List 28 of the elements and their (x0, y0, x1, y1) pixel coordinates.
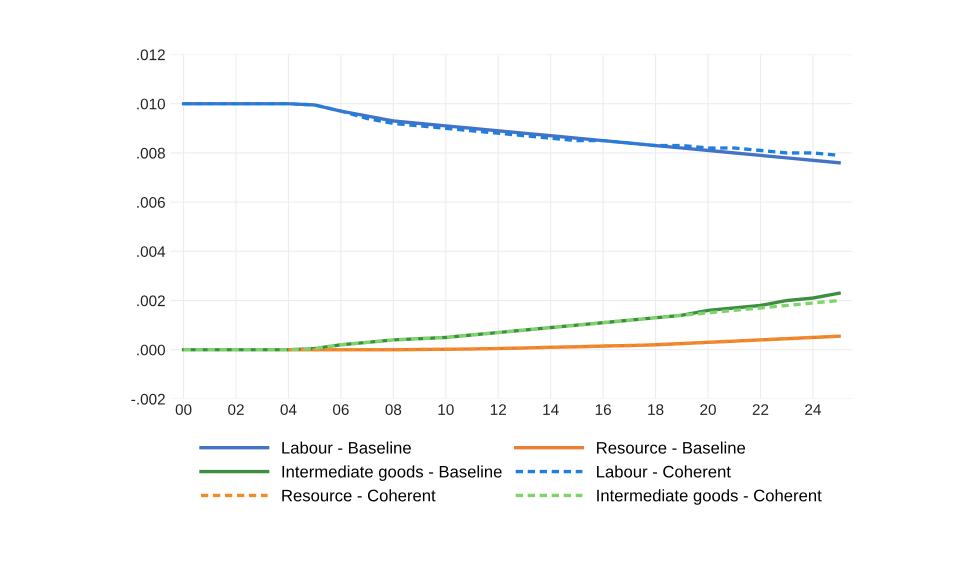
x-tick-label: 14 (543, 404, 559, 415)
x-tick-label: 02 (228, 404, 244, 416)
legend-label: Labour - Coherent (597, 465, 731, 478)
x-tick-label: 08 (385, 404, 402, 416)
y-tick-label: .004 (137, 246, 166, 258)
x-tick-label: 20 (700, 404, 716, 416)
y-tick-label: .012 (137, 49, 165, 60)
x-tick-label: 00 (176, 404, 192, 416)
y-tick-label: -.002 (131, 394, 165, 405)
y-tick-label: .002 (137, 295, 165, 306)
x-tick-label: 16 (596, 404, 611, 416)
y-tick-label: .000 (137, 344, 165, 356)
legend-label: Resource - Baseline (597, 441, 746, 454)
legend-label: Resource - Coherent (282, 489, 436, 502)
line-series (286, 334, 841, 352)
y-tick-label: .006 (137, 197, 165, 208)
y-tick-label: .010 (137, 98, 165, 110)
x-tick-label: 06 (333, 404, 349, 416)
legend-label: Intermediate goods - Baseline (282, 465, 502, 481)
x-tick-label: 18 (648, 404, 664, 416)
x-tick-label: 04 (280, 404, 297, 416)
legend-label: Intermediate goods - Coherent (597, 489, 822, 505)
x-tick-label: 22 (752, 404, 768, 415)
legend-label: Labour - Baseline (282, 441, 411, 454)
x-tick-label: 24 (805, 404, 821, 415)
x-tick-label: 10 (438, 404, 454, 416)
y-tick-label: .008 (137, 148, 165, 159)
x-tick-label: 12 (490, 404, 506, 415)
